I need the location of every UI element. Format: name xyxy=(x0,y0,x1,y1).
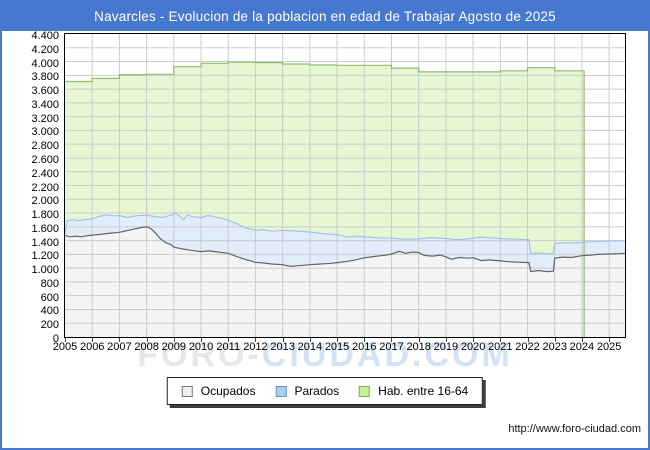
y-axis-tick-label: 4.400 xyxy=(31,30,59,42)
x-axis-tick-mark xyxy=(391,338,393,342)
watermark-text-ciudad: CIUDAD.COM xyxy=(261,336,513,374)
x-axis-tick-mark xyxy=(201,338,203,342)
x-axis-tick-mark xyxy=(92,338,94,342)
x-axis-tick-label: 2010 xyxy=(188,341,214,353)
x-axis-tick-mark xyxy=(527,338,529,342)
y-axis-tick-label: 1.400 xyxy=(31,236,59,249)
y-axis-tick-label: 1.200 xyxy=(31,250,59,263)
y-axis-tick-label: 4.200 xyxy=(31,43,59,56)
y-axis-tick-label: 1.800 xyxy=(31,209,59,222)
x-axis-tick-label: 2025 xyxy=(596,341,622,353)
legend-item-ocupados: Ocupados xyxy=(181,384,256,398)
x-axis-tick-label: 2008 xyxy=(134,341,159,353)
title-bar: Navarcles - Evolucion de la poblacion en… xyxy=(2,2,648,31)
x-axis-tick-label: 2023 xyxy=(542,341,567,353)
y-axis-tick-label: 3.600 xyxy=(31,85,59,98)
chart-svg xyxy=(65,34,625,337)
legend-label-parados: Parados xyxy=(294,384,340,398)
x-axis-tick-mark xyxy=(337,338,339,342)
y-axis-tick-label: 2.800 xyxy=(31,140,59,153)
x-axis-tick-mark xyxy=(554,338,556,342)
x-axis-tick-label: 2022 xyxy=(515,341,540,353)
page-title: Navarcles - Evolucion de la poblacion en… xyxy=(94,9,556,24)
y-axis-tick-label: 400 xyxy=(40,305,59,318)
watermark: FORO-CIUDAD.COM xyxy=(2,336,648,375)
x-axis-tick-mark xyxy=(255,338,257,342)
y-axis-tick-label: 3.800 xyxy=(31,71,59,84)
x-axis-tick-label: 2015 xyxy=(324,341,350,353)
watermark-text-foro: FORO- xyxy=(137,336,262,374)
legend: Ocupados Parados Hab. entre 16-64 xyxy=(166,377,484,405)
plot-area xyxy=(64,33,626,338)
x-axis-tick-label: 2020 xyxy=(460,341,486,353)
x-axis-tick-label: 2024 xyxy=(569,341,595,353)
y-axis-tick-label: 800 xyxy=(40,277,59,290)
x-axis-tick-mark xyxy=(119,338,121,342)
legend-swatch-ocupados-icon xyxy=(181,385,193,397)
legend-swatch-parados-icon xyxy=(275,385,287,397)
x-axis-tick-label: 2013 xyxy=(270,341,295,353)
x-axis-tick-label: 2006 xyxy=(79,341,105,353)
x-axis-tick-mark xyxy=(173,338,175,342)
x-axis-tick-label: 2005 xyxy=(52,341,78,353)
x-axis-tick-label: 2018 xyxy=(406,341,431,353)
x-axis-tick-mark xyxy=(228,338,230,342)
y-axis-tick-label: 2.600 xyxy=(31,153,59,166)
y-axis-tick-label: 1.600 xyxy=(31,222,59,235)
x-axis-tick-label: 2012 xyxy=(243,341,268,353)
x-axis-tick-label: 2014 xyxy=(297,341,323,353)
y-axis-tick-label: 3.200 xyxy=(31,112,59,125)
x-axis-tick-label: 2009 xyxy=(161,341,187,353)
x-axis-tick-mark xyxy=(309,338,311,342)
x-axis-tick-mark xyxy=(445,338,447,342)
legend-swatch-hab-16-64-icon xyxy=(359,385,371,397)
y-axis-tick-label: 3.400 xyxy=(31,98,59,111)
x-axis-tick-label: 2021 xyxy=(488,341,513,353)
y-axis-tick-label: 2.000 xyxy=(31,195,59,208)
y-axis-tick-label: 2.400 xyxy=(31,167,59,180)
x-axis-tick-mark xyxy=(581,338,583,342)
x-axis-tick-mark xyxy=(364,338,366,342)
x-axis-tick-mark xyxy=(146,338,148,342)
x-axis-tick-label: 2011 xyxy=(216,341,241,353)
x-axis-tick-mark xyxy=(473,338,475,342)
legend-item-hab-16-64: Hab. entre 16-64 xyxy=(359,384,468,398)
legend-label-hab-16-64: Hab. entre 16-64 xyxy=(378,384,469,398)
footer-url: http://www.foro-ciudad.com xyxy=(508,423,641,435)
x-axis-tick-mark xyxy=(282,338,284,342)
series-line-ocupados xyxy=(65,226,625,273)
x-axis-tick-mark xyxy=(609,338,611,342)
y-axis-tick-label: 600 xyxy=(40,291,59,304)
y-axis-tick-label: 1.000 xyxy=(31,264,59,277)
series-line-parados xyxy=(65,212,625,255)
x-axis-tick-label: 2016 xyxy=(352,341,377,353)
x-axis-tick-mark xyxy=(65,338,66,342)
x-axis-tick-label: 2017 xyxy=(379,341,404,353)
x-axis-tick-mark xyxy=(500,338,502,342)
y-axis-tick-label: 200 xyxy=(40,319,59,332)
y-axis-tick-label: 0 xyxy=(52,333,59,345)
y-axis-tick-label: 4.000 xyxy=(31,57,59,70)
legend-label-ocupados: Ocupados xyxy=(200,384,256,398)
x-axis-tick-label: 2007 xyxy=(107,341,132,353)
legend-item-parados: Parados xyxy=(275,384,339,398)
y-axis-tick-label: 3.000 xyxy=(31,126,59,139)
x-axis-tick-mark xyxy=(418,338,420,342)
y-axis-tick-label: 2.200 xyxy=(31,181,59,194)
series-line-hab-16-64 xyxy=(65,61,585,337)
x-axis-tick-label: 2019 xyxy=(433,341,459,353)
